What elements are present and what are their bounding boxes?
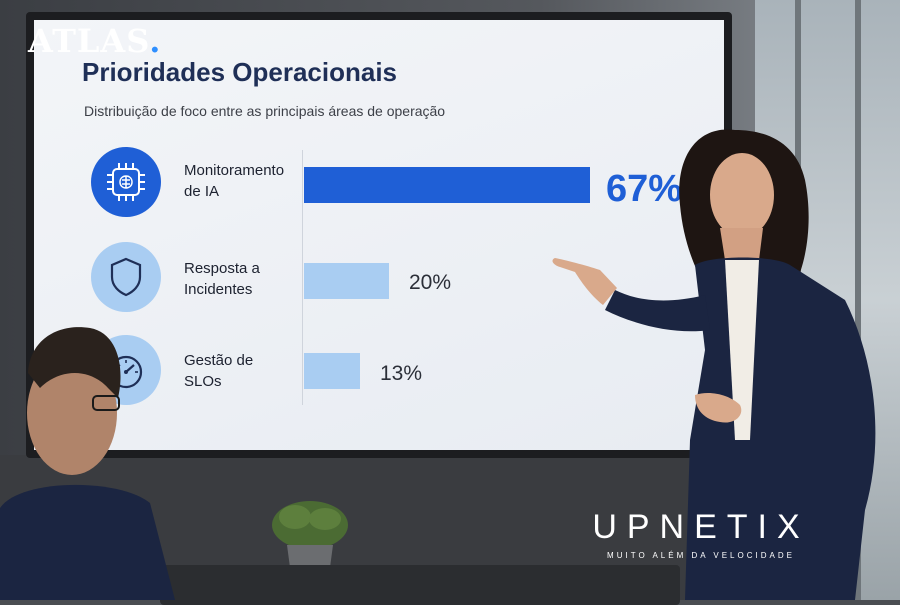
category-label-resposta: Resposta a Incidentes [184,260,260,298]
shield-icon [91,242,161,312]
upnetix-logo: UPNETIX MUITO ALÉM DA VELOCIDADE [592,508,810,560]
bar-monitoramento [304,167,590,203]
bar-resposta [304,263,389,299]
value-label-resposta: 20% [409,271,452,294]
value-label-monitoramento: 67% [606,168,683,210]
meeting-table [160,565,680,605]
presenter [552,129,876,600]
category-label-gestao: Gestão de SLOs [184,352,254,390]
value-label-gestao: 13% [380,362,423,385]
slide-subtitle: Distribuição de foco entre as principais… [84,103,446,119]
ai-chip-brain-icon [91,147,161,217]
atlas-logo: ATLAS. [28,22,162,60]
category-label-monitoramento: Monitoramento de IA [184,162,285,200]
chart-divider [302,150,303,405]
bar-gestao [304,353,360,389]
slide-title: Prioridades Operacionais [82,57,398,87]
audience-member [0,327,175,600]
